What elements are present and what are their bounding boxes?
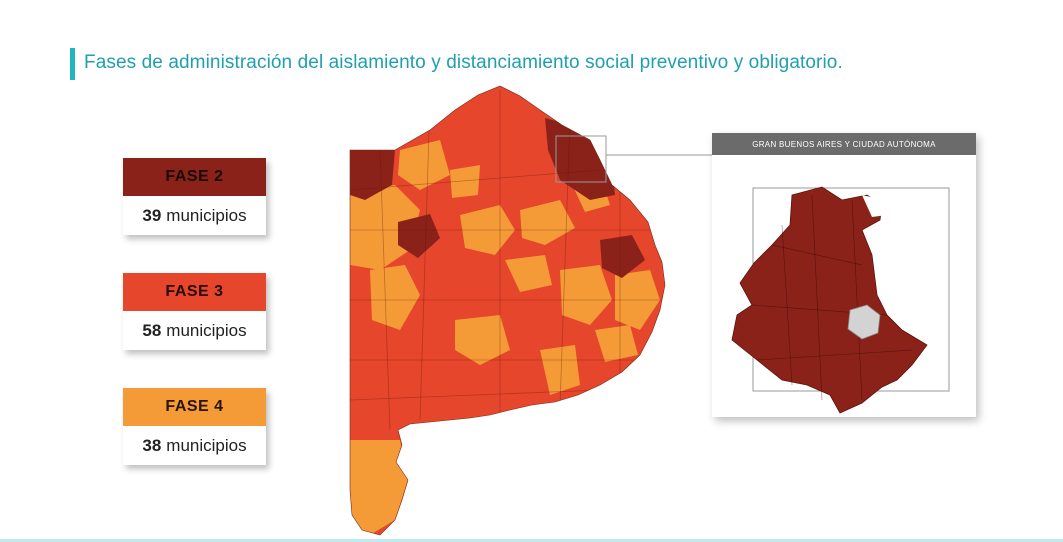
municipality-borders [350, 90, 665, 431]
fase-4-area [370, 265, 420, 330]
fase-4-area [350, 185, 420, 270]
fase-4-area [450, 165, 480, 198]
fase-4-area [460, 205, 515, 255]
gba-region [731, 186, 928, 414]
legend-fase-3-count: 58 [142, 320, 162, 340]
fase-4-area [455, 315, 510, 365]
legend-fase-2-count: 39 [142, 205, 162, 225]
inset-title: GRAN BUENOS AIRES Y CIUDAD AUTÓNOMA [712, 133, 976, 155]
fase-4-area [350, 440, 408, 535]
legend-fase-4-count: 38 [142, 435, 162, 455]
page-title: Fases de administración del aislamiento … [84, 52, 843, 73]
caba-region [847, 304, 881, 340]
title-accent-bar [70, 48, 75, 80]
fase-4-area [560, 265, 612, 325]
fase-4-area [520, 200, 575, 245]
inset-map [731, 186, 950, 414]
fase-4-area [505, 255, 552, 292]
river-delta [862, 195, 887, 217]
fase-2-area [398, 214, 440, 258]
legend-fase-2-count-row: 39 municipios [123, 196, 266, 235]
province-outline [349, 85, 666, 536]
legend-fase-2-label: FASE 2 [123, 158, 266, 196]
province-municipalities [350, 86, 665, 535]
legend-fase-3-label: FASE 3 [123, 273, 266, 311]
zoom-region-box [555, 135, 607, 183]
fase-4-area [595, 325, 638, 362]
fase-4-area [540, 345, 580, 395]
legend-fase-3-count-row: 58 municipios [123, 311, 266, 350]
bottom-accent-line [0, 539, 1063, 542]
fase-2-area [350, 150, 395, 200]
legend-fase-4-count-row: 38 municipios [123, 426, 266, 465]
legend-fase-3: FASE 3 58 municipios [123, 273, 266, 350]
legend-fase-3-unit: municipios [166, 320, 247, 340]
fase-4-area [615, 270, 660, 330]
legend-fase-4-label: FASE 4 [123, 388, 266, 426]
fase-4-area [398, 140, 450, 190]
legend-fase-2: FASE 2 39 municipios [123, 158, 266, 235]
legend-fase-4: FASE 4 38 municipios [123, 388, 266, 465]
inset-panel: GRAN BUENOS AIRES Y CIUDAD AUTÓNOMA [712, 133, 976, 417]
legend-fase-4-unit: municipios [166, 435, 247, 455]
legend-fase-2-unit: municipios [166, 205, 247, 225]
fase-2-area [600, 235, 645, 278]
fase-2-area [545, 118, 615, 200]
